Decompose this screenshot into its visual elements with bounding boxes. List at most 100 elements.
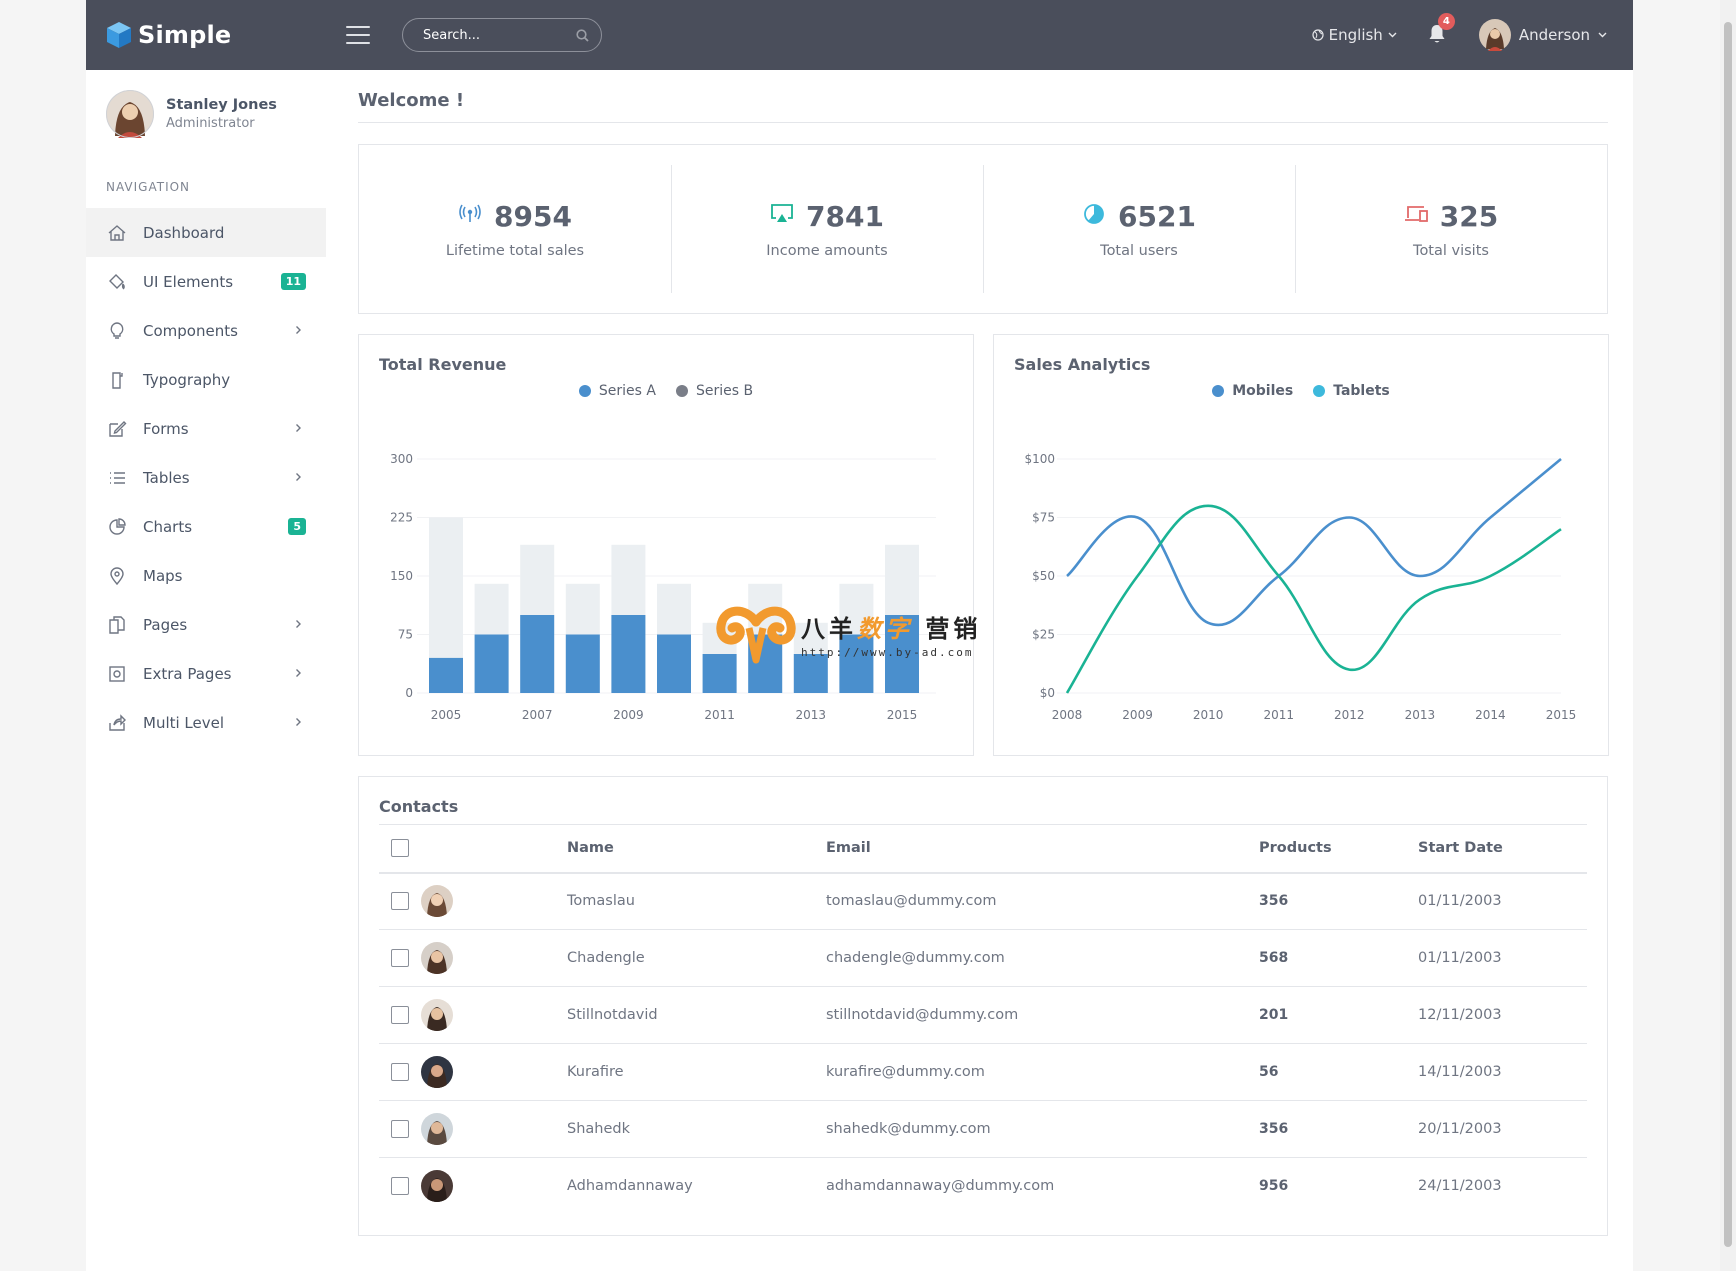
sidebar-item-maps[interactable]: Maps — [86, 551, 326, 600]
contact-avatar — [421, 885, 453, 918]
legend-item[interactable]: Series A — [578, 383, 656, 399]
pie-chart-icon — [106, 516, 128, 538]
sidebar-item-forms[interactable]: Forms — [86, 404, 326, 453]
table-row[interactable]: Chadengle chadengle@dummy.com 568 01/11/200… — [379, 930, 1587, 987]
sidebar-item-label: Maps — [143, 566, 183, 585]
contact-start-date: 01/11/2003 — [1418, 950, 1502, 966]
page-scrollbar[interactable] — [1720, 0, 1736, 1271]
user-menu[interactable]: Anderson — [1478, 19, 1607, 51]
list-icon — [106, 467, 128, 489]
chevron-right-icon — [295, 421, 302, 437]
row-checkbox[interactable] — [391, 1063, 409, 1081]
sidebar-item-multi-level[interactable]: Multi Level — [86, 698, 326, 747]
table-row[interactable]: Tomaslau tomaslau@dummy.com 356 01/11/2003 — [379, 873, 1587, 930]
sidebar-item-tables[interactable]: Tables — [86, 453, 326, 502]
scrollbar-thumb[interactable] — [1724, 22, 1732, 1247]
legend-item[interactable]: Tablets — [1313, 383, 1390, 399]
column-header-name[interactable]: Name — [567, 840, 614, 857]
sidebar-item-ui-elements[interactable]: UI Elements 11 — [86, 257, 326, 306]
edit-icon — [106, 418, 128, 440]
search-box[interactable] — [402, 18, 602, 52]
contact-start-date: 12/11/2003 — [1418, 1007, 1502, 1023]
row-checkbox[interactable] — [391, 1120, 409, 1138]
contact-name: Stillnotdavid — [567, 1007, 658, 1023]
row-checkbox[interactable] — [391, 1177, 409, 1196]
profile-avatar — [106, 90, 154, 138]
contact-email: adhamdannaway@dummy.com — [826, 1178, 1055, 1195]
sales-analytics-chart: $0 $25 $50 $75 $100 2008 2009 2010 2011 2012 2013 2… — [1024, 452, 1576, 722]
sidebar-item-label: Typography — [143, 370, 231, 389]
y-tick-label: 0 — [405, 686, 413, 700]
stat-tile: 325 Total visits — [1295, 145, 1607, 313]
sidebar-item-label: Tables — [143, 468, 190, 487]
sidebar-item-pages[interactable]: Pages — [86, 600, 326, 649]
column-header-email[interactable]: Email — [826, 840, 871, 857]
lightbulb-icon — [106, 320, 128, 342]
row-checkbox[interactable] — [391, 1006, 409, 1024]
chevron-right-icon — [295, 617, 302, 633]
column-header-products[interactable]: Products — [1259, 840, 1332, 857]
sidebar-item-label: Forms — [143, 419, 189, 438]
sidebar-item-dashboard[interactable]: Dashboard — [86, 208, 326, 257]
sidebar-item-components[interactable]: Components — [86, 306, 326, 355]
contact-avatar — [421, 1056, 453, 1088]
row-checkbox[interactable] — [391, 949, 409, 967]
search-icon[interactable] — [576, 28, 589, 42]
x-tick-label: 2011 — [704, 708, 735, 722]
chart-legend: Mobiles Tablets — [994, 383, 1608, 399]
sidebar-item-label: Extra Pages — [143, 664, 232, 683]
top-bar: Simple English — [86, 0, 1633, 70]
contact-start-date: 01/11/2003 — [1418, 893, 1502, 910]
legend-item[interactable]: Series B — [675, 383, 753, 399]
stat-tile: 6521 Total users — [983, 145, 1295, 313]
sidebar-item-badge: 11 — [280, 273, 306, 290]
row-checkbox[interactable] — [391, 892, 409, 911]
contacts-table: Name Email Products Start Date Tomaslau t… — [379, 824, 1587, 1215]
sidebar-item-charts[interactable]: Charts 5 — [86, 502, 326, 551]
globe-icon — [1312, 29, 1324, 41]
bar-series-a — [839, 634, 874, 693]
bar-series-a — [611, 615, 646, 693]
sidebar-item-label: Charts — [143, 517, 193, 536]
y-tick-label: $50 — [1032, 569, 1055, 583]
contact-email: kurafire@dummy.com — [826, 1064, 985, 1080]
home-icon — [106, 222, 128, 244]
sidebar: Stanley Jones Administrator NAVIGATION D… — [86, 70, 326, 1271]
x-tick-label: 2009 — [1122, 708, 1153, 722]
select-all-checkbox[interactable] — [391, 839, 409, 858]
table-row[interactable]: Adhamdannaway adhamdannaway@dummy.com 956 2… — [379, 1158, 1587, 1215]
sidebar-item-extra-pages[interactable]: Extra Pages — [86, 649, 326, 698]
contact-email: chadengle@dummy.com — [826, 950, 1005, 966]
column-header-start-date[interactable]: Start Date — [1418, 840, 1503, 857]
notifications-button[interactable]: 4 — [1427, 13, 1455, 47]
line-series-mobiles — [1066, 457, 1562, 627]
total-revenue-chart: 0 75 150 225 300 2005 2007 2009 2011 2013 2015 — [390, 452, 936, 722]
x-tick-label: 2011 — [1263, 708, 1294, 722]
search-input[interactable] — [423, 27, 576, 43]
x-tick-label: 2010 — [1193, 708, 1224, 722]
typography-icon — [106, 369, 128, 391]
map-pin-icon — [106, 565, 128, 587]
notification-count-badge: 4 — [1437, 13, 1455, 30]
y-tick-label: $0 — [1040, 686, 1055, 700]
profile-card[interactable]: Stanley Jones Administrator — [86, 70, 326, 138]
divider — [358, 122, 1608, 123]
hamburger-menu-icon[interactable] — [346, 26, 370, 44]
contact-start-date: 20/11/2003 — [1418, 1121, 1502, 1137]
bar-series-a — [429, 657, 463, 693]
language-selector[interactable]: English — [1312, 26, 1397, 44]
table-row[interactable]: Shahedk shahedk@dummy.com 356 20/11/2003 — [379, 1101, 1587, 1158]
stat-label: Income amounts — [766, 242, 888, 259]
x-tick-label: 2005 — [431, 708, 462, 722]
chevron-right-icon — [295, 470, 302, 486]
logo[interactable]: Simple — [106, 21, 336, 49]
contact-email: shahedk@dummy.com — [826, 1121, 991, 1137]
sidebar-item-label: UI Elements — [143, 272, 234, 291]
sidebar-item-typography[interactable]: Typography — [86, 355, 326, 404]
y-tick-label: $25 — [1032, 628, 1055, 642]
y-tick-label: 225 — [390, 511, 413, 525]
table-row[interactable]: Kurafire kurafire@dummy.com 56 14/11/2003 — [379, 1044, 1587, 1101]
table-row[interactable]: Stillnotdavid stillnotdavid@dummy.com 201 1… — [379, 987, 1587, 1044]
legend-item[interactable]: Mobiles — [1212, 383, 1293, 399]
contact-avatar — [421, 999, 453, 1031]
